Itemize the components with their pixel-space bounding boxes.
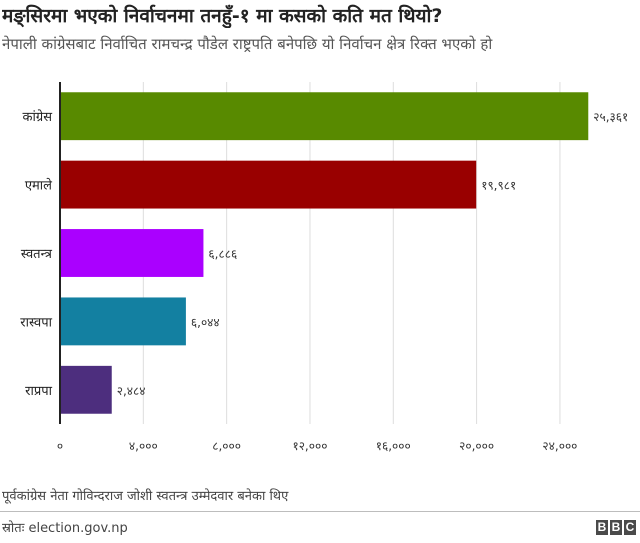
bar [60, 160, 477, 209]
bbc-logo-letter: B [596, 520, 608, 535]
bbc-logo-letter: B [610, 520, 622, 535]
chart-title: मङ्सिरमा भएको निर्वाचनमा तनहुँ-१ मा कसको… [2, 5, 443, 27]
x-tick-label: ८,००० [212, 439, 241, 453]
value-label: २,४८४ [117, 384, 146, 398]
bar [60, 92, 589, 141]
value-label: ६,०४४ [191, 315, 220, 329]
source-credit: स्रोतः election.gov.np [2, 521, 128, 536]
footer-divider [0, 511, 640, 512]
category-label: कांग्रेस [23, 109, 53, 125]
category-label: एमाले [25, 178, 52, 194]
x-tick-label: ४,००० [129, 439, 158, 453]
bar [60, 297, 186, 346]
category-label: स्वतन्त्र [21, 247, 53, 262]
value-label: १९,९८१ [481, 179, 516, 193]
value-label: ६,८८६ [208, 247, 237, 261]
chart-subtitle: नेपाली कांग्रेसबाट निर्वाचित रामचन्द्र प… [2, 35, 493, 53]
bar [60, 365, 112, 414]
bar-chart: ० ४,००० ८,००० १२,००० १६,००० २०,००० २४,००० कांग्… [20, 82, 628, 453]
x-tick-label: ० [57, 439, 63, 453]
bbc-logo: B B C [596, 520, 636, 535]
x-tick-label: १२,००० [292, 439, 327, 453]
bar [60, 229, 204, 277]
value-label: २५,३६१ [593, 110, 628, 124]
category-label: राप्रपा [25, 384, 52, 399]
bbc-logo-letter: C [624, 520, 636, 535]
x-tick-label: २४,००० [542, 439, 577, 453]
x-tick-label: २०,००० [459, 439, 494, 453]
footnote: पूर्वकांग्रेस नेता गोविन्दराज जोशी स्वतन… [2, 489, 289, 504]
category-label: रास्वपा [20, 315, 52, 330]
x-tick-label: १६,००० [376, 439, 411, 453]
